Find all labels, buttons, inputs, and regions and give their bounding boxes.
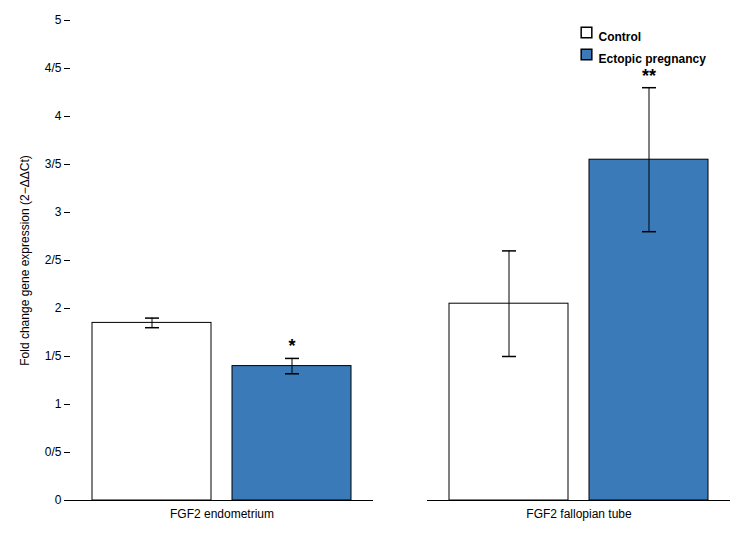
svg-text:3: 3 [55,205,62,219]
svg-text:Fold change gene expression (2: Fold change gene expression (2−ΔΔCt) [18,155,32,365]
svg-text:2: 2 [55,301,62,315]
svg-text:**: ** [642,66,656,86]
svg-text:5: 5 [55,13,62,27]
svg-text:Ectopic pregnancy: Ectopic pregnancy [599,52,707,66]
svg-text:4/5: 4/5 [45,61,62,75]
svg-text:3/5: 3/5 [45,157,62,171]
svg-text:*: * [288,336,295,356]
svg-text:0: 0 [55,493,62,507]
svg-text:1/5: 1/5 [45,349,62,363]
svg-text:Control: Control [599,30,642,44]
svg-text:4: 4 [55,109,62,123]
svg-text:FGF2 endometrium: FGF2 endometrium [170,507,274,521]
svg-text:2/5: 2/5 [45,253,62,267]
svg-text:1: 1 [55,397,62,411]
svg-text:FGF2 fallopian tube: FGF2 fallopian tube [526,507,632,521]
svg-text:0/5: 0/5 [45,445,62,459]
